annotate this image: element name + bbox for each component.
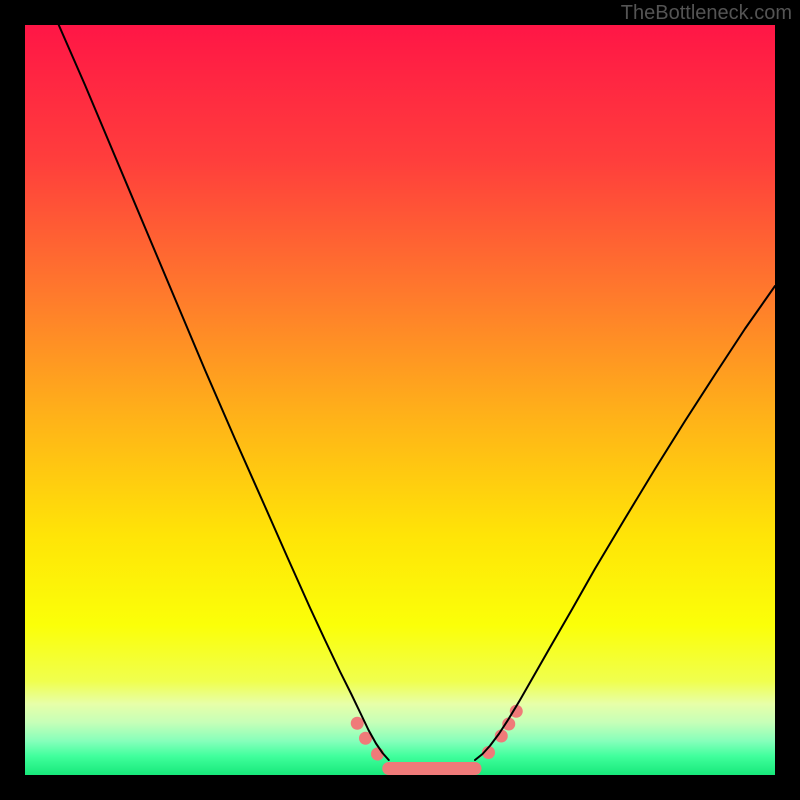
valley-bar bbox=[382, 762, 481, 775]
attribution-text: TheBottleneck.com bbox=[621, 2, 792, 25]
gradient-background bbox=[25, 25, 775, 775]
dot-left-0 bbox=[351, 717, 364, 730]
plot-svg bbox=[25, 25, 775, 775]
dot-left-2 bbox=[371, 748, 384, 761]
plot-area bbox=[25, 25, 775, 775]
